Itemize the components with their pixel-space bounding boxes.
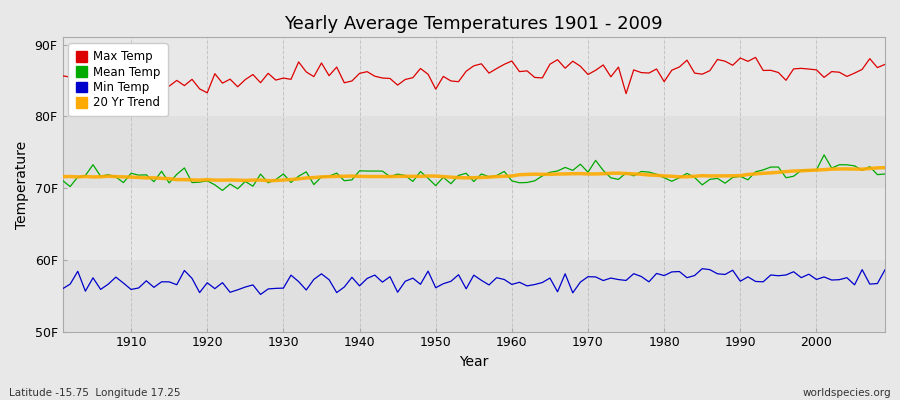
Bar: [62, 260, 885, 332]
Text: worldspecies.org: worldspecies.org: [803, 388, 891, 398]
Legend: Max Temp, Mean Temp, Min Temp, 20 Yr Trend: Max Temp, Mean Temp, Min Temp, 20 Yr Tre…: [68, 43, 167, 116]
X-axis label: Year: Year: [459, 355, 489, 369]
Bar: [62, 188, 885, 260]
Text: Latitude -15.75  Longitude 17.25: Latitude -15.75 Longitude 17.25: [9, 388, 181, 398]
Y-axis label: Temperature: Temperature: [15, 140, 29, 228]
Title: Yearly Average Temperatures 1901 - 2009: Yearly Average Temperatures 1901 - 2009: [284, 15, 663, 33]
Bar: [62, 44, 885, 116]
Bar: [62, 116, 885, 188]
